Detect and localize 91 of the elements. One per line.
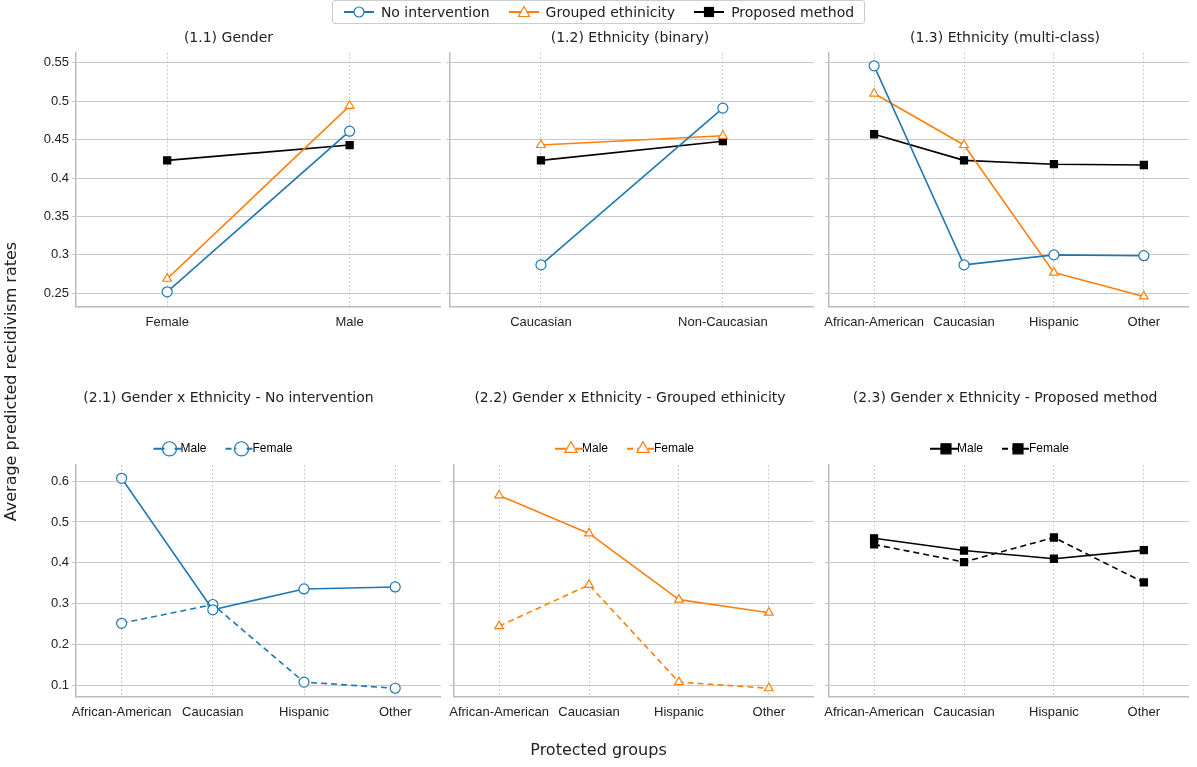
y-tick-label: 0.25 [43,284,69,300]
y-tick-label: 0.35 [43,208,69,224]
x-tick-label: Female [145,313,189,329]
point [763,607,774,616]
point [1139,578,1148,587]
point [1138,250,1150,262]
point [1049,160,1059,169]
point [345,140,354,150]
point [869,534,879,543]
x-tick-label: African-American [824,703,924,719]
x-axis-title: Protected groups [529,740,668,759]
x-tick-label: Hispanic [1029,313,1080,329]
y-tick-label: 0.3 [50,246,69,262]
point [298,676,310,688]
point [116,617,128,629]
legend-label: Grouped ethinicity [545,4,676,20]
y-tick-label: 0.55 [43,54,69,70]
point [536,156,546,165]
point [584,527,594,537]
point [163,156,172,165]
point [298,583,310,595]
x-tick-label: Caucasian [510,313,572,329]
x-tick-label: Male [335,313,364,329]
chart-title: (1.3) Ethnicity (multi-class) [910,29,1100,46]
point [1048,249,1060,261]
x-tick-label: Other [378,703,413,719]
y-tick-label: 0.5 [50,92,69,108]
point [207,604,219,616]
point [1138,290,1149,300]
chart-title: (2.1) Gender x Ethnicity - No intervention [83,389,374,406]
x-tick-label: Other [1127,703,1161,719]
x-tick-label: Caucasian [558,703,620,719]
point [959,139,969,149]
point [763,682,774,692]
x-tick-label: Non-Caucasian [678,313,768,329]
point [959,557,969,567]
y-tick-label: 0.4 [50,169,69,185]
x-tick-label: Other [752,703,786,719]
x-tick-label: African-American [449,703,549,719]
point [1139,546,1148,555]
y-tick-label: 0.5 [50,513,69,529]
chart-title: (1.2) Ethnicity (binary) [550,29,710,46]
point [1049,554,1059,563]
point [389,581,401,593]
y-tick-label: 0.45 [43,131,69,147]
chart-title: (1.1) Gender [183,29,274,46]
x-tick-label: African-American [71,703,172,719]
chart-title: (2.2) Gender x Ethnicity - Grouped ethinicity [474,389,786,406]
x-tick-label: Hispanic [1029,703,1080,719]
point [1049,266,1059,276]
x-tick-label: African-American [824,313,924,329]
chart-title: (2.3) Gender x Ethnicity - Proposed method [852,389,1158,406]
legend-label: Female [252,441,293,456]
point [494,620,505,630]
point [389,682,401,694]
point [717,102,729,114]
point [1049,533,1059,542]
x-tick-label: Hispanic [654,703,705,719]
point [584,579,594,588]
point [958,259,970,271]
legend-label: Proposed method [731,4,855,20]
legend-label: Male [956,441,984,456]
x-tick-label: Other [1127,313,1161,329]
point [959,156,969,165]
y-tick-label: 0.1 [50,676,69,692]
x-tick-label: Caucasian [182,703,244,719]
legend-label: Male [180,441,207,456]
legend-label: Female [1029,441,1070,456]
y-axis-title: Average predicted recidivism rates [0,240,20,524]
x-tick-label: Caucasian [933,313,995,329]
legend-label: Female [654,441,695,456]
y-tick-label: 0.3 [50,595,69,611]
point [344,125,356,137]
point [494,489,505,499]
point [535,259,547,271]
legend-label: No intervention [380,4,490,20]
y-tick-label: 0.4 [50,554,69,570]
point [959,546,969,555]
point [674,593,684,603]
point [869,87,880,97]
legend-label: Male [581,441,609,456]
x-tick-label: Hispanic [279,703,330,719]
x-tick-label: Caucasian [933,703,995,719]
point [868,60,880,72]
y-tick-label: 0.6 [50,472,69,488]
point [869,130,879,139]
point [161,286,173,298]
point [674,676,684,686]
point [116,472,128,484]
point [1139,160,1148,170]
y-tick-label: 0.2 [50,636,69,652]
